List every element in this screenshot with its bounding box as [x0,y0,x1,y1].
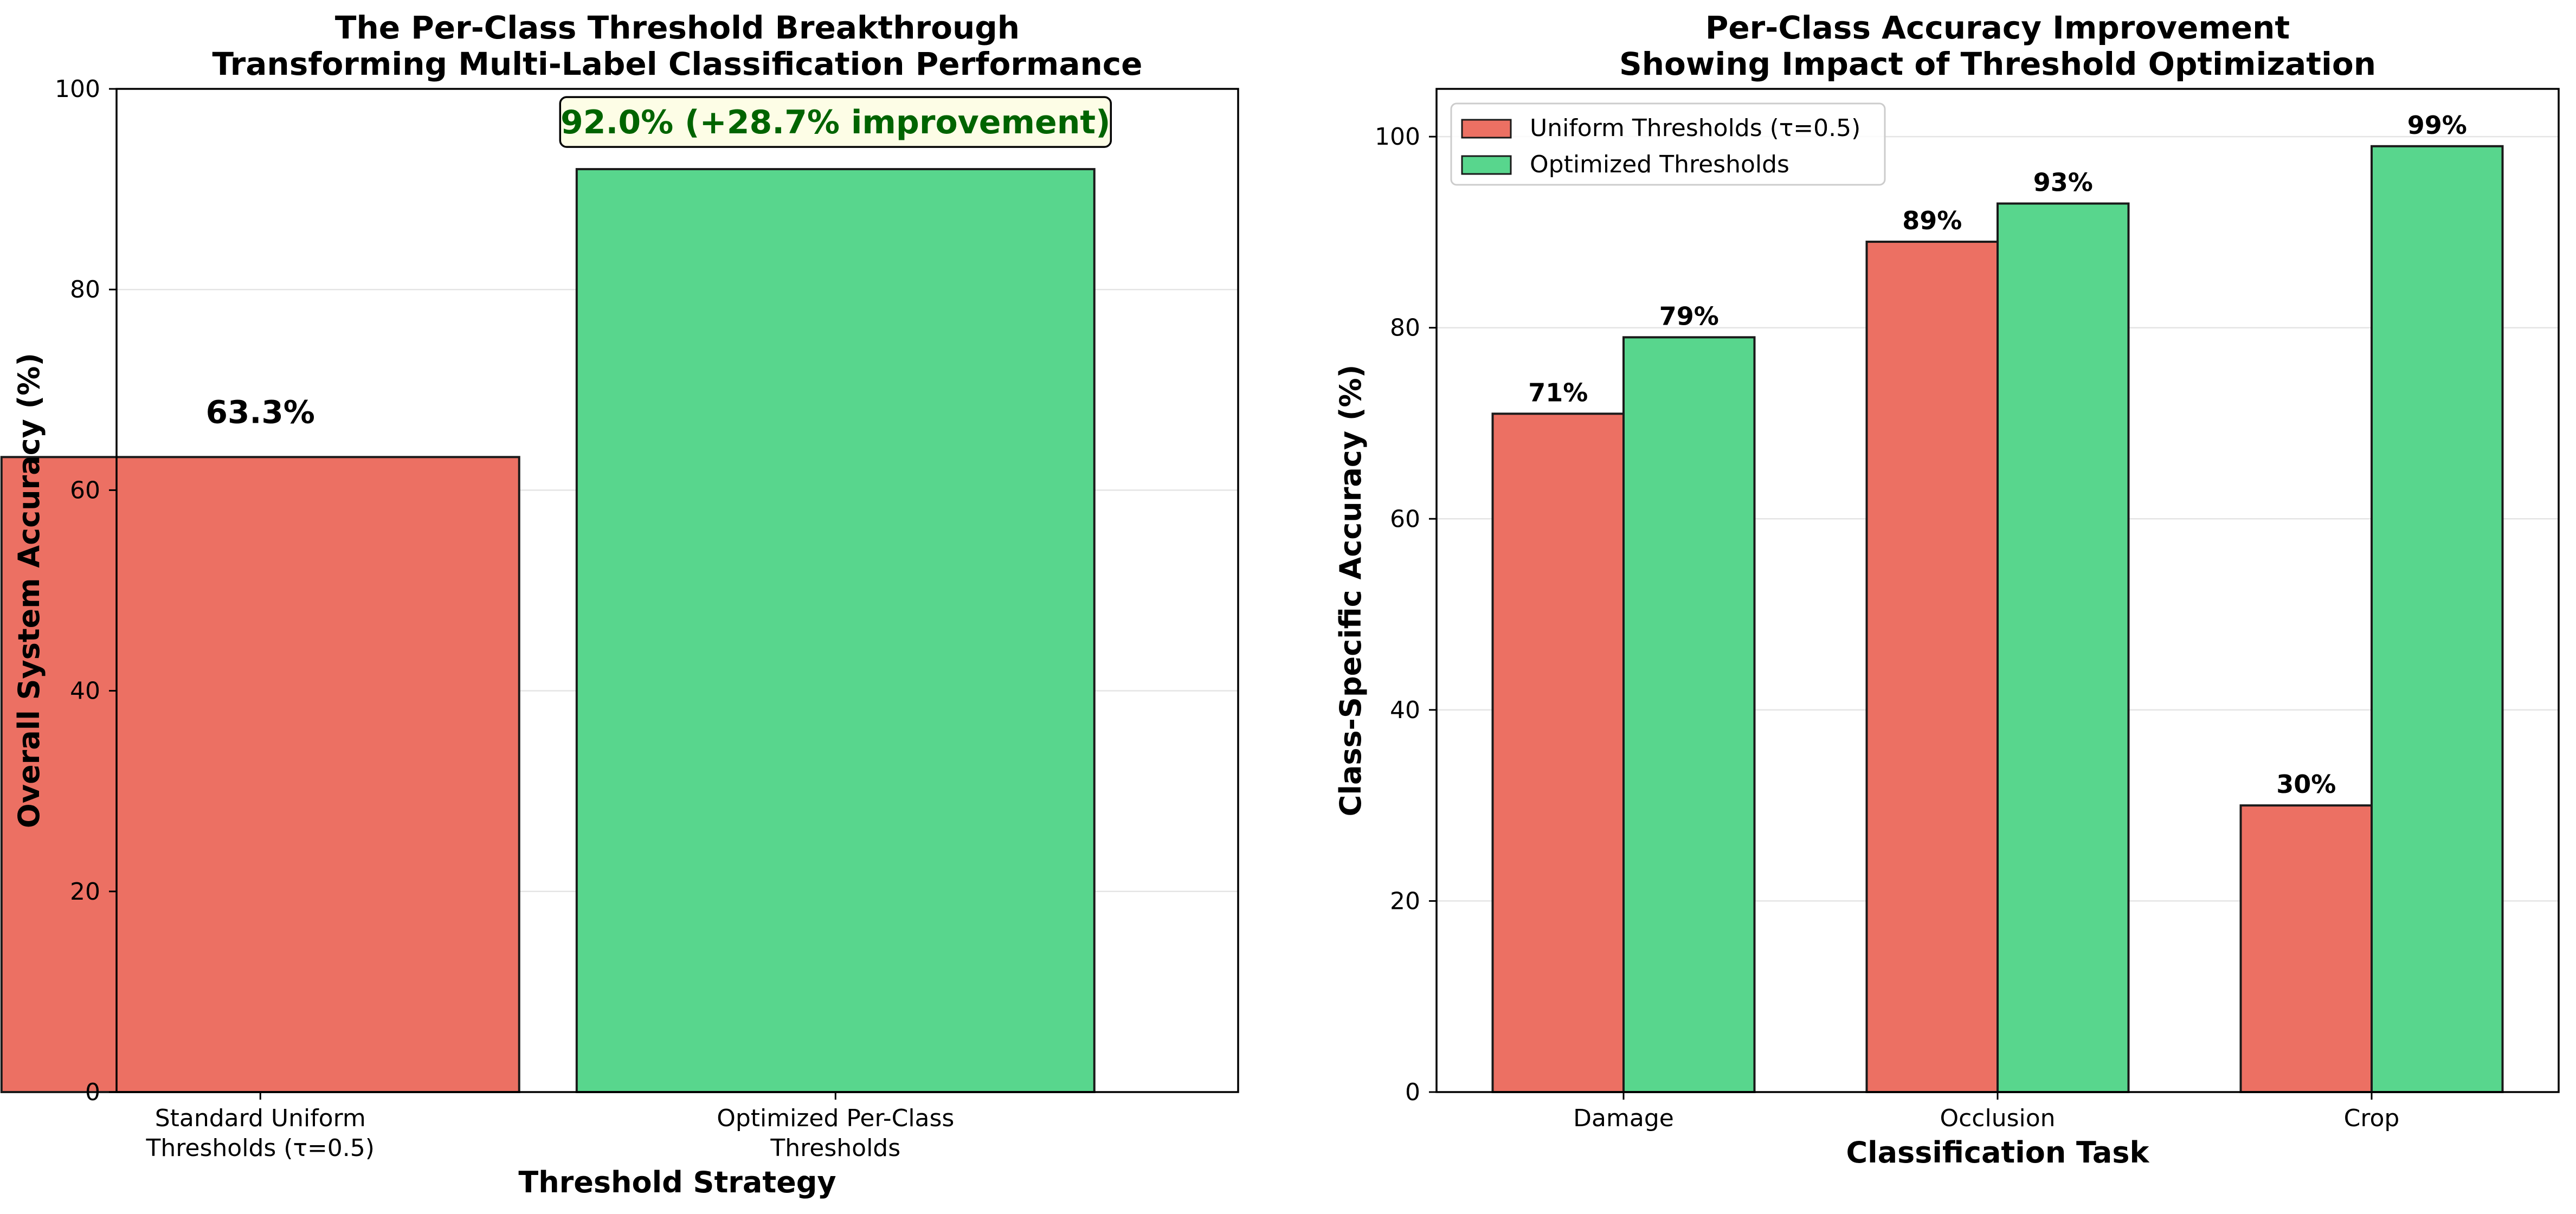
chart-title: The Per-Class Threshold Breakthrough [335,9,1020,46]
y-tick-label: 100 [1375,123,1420,151]
y-tick-label: 0 [85,1079,100,1106]
chart-title: Transforming Multi-Label Classification … [212,46,1142,82]
legend-label: Optimized Thresholds [1530,151,1789,178]
y-axis-label: Overall System Accuracy (%) [12,353,46,828]
y-axis-label: Class-Specific Accuracy (%) [1334,365,1368,817]
data-label: 63.3% [206,393,315,430]
per-class-accuracy-chart: 71% 89% 30% 79% 93% 99% 0 20 40 60 80 100 Damage Occl… [1334,9,2560,1170]
x-tick-label: Damage [1573,1105,1674,1132]
data-label: 93% [2033,168,2093,197]
y-tick-label: 60 [70,476,100,504]
data-label: 71% [1528,378,1588,407]
x-axis-label: Threshold Strategy [518,1165,836,1199]
legend-swatch [1461,155,1512,175]
legend-frame [1450,102,1886,186]
bar [1865,241,1999,1093]
x-tick-label: Crop [2344,1105,2400,1132]
axes-frame [115,88,1239,1093]
x-axis-label: Classification Task [1846,1135,2150,1170]
y-tick-label: 40 [70,677,100,705]
bar [2239,804,2373,1093]
y-tick-label: 20 [1390,887,1420,915]
data-label: 79% [1659,301,1719,331]
y-tick-label: 60 [1390,505,1420,533]
annotation-text: 92.0% (+28.7% improvement) [561,104,1110,141]
bar [1997,202,2130,1093]
data-label: 99% [2407,111,2467,140]
x-tick-label: Occlusion [1940,1105,2055,1132]
data-label: 30% [2276,770,2336,799]
x-tick-label: Thresholds (τ=0.5) [146,1134,375,1162]
x-tick-label: Standard Uniform [155,1105,366,1132]
chart-title: Showing Impact of Threshold Optimization [1619,46,2376,82]
y-tick-label: 40 [1390,696,1420,724]
y-tick-label: 100 [55,75,100,103]
y-tick-label: 20 [70,878,100,906]
legend-swatch [1461,119,1512,139]
bar [575,168,1096,1094]
y-tick-label: 0 [1405,1079,1420,1106]
legend-label: Uniform Thresholds (τ=0.5) [1530,114,1860,142]
bar [1622,336,1756,1093]
bar [1491,412,1625,1093]
data-label: 89% [1902,206,1962,235]
y-tick-label: 80 [70,276,100,304]
x-tick-label: Thresholds [770,1134,900,1162]
bar [0,456,520,1093]
y-tick-label: 80 [1390,314,1420,342]
annotation-box [559,96,1112,148]
chart-title: Per-Class Accuracy Improvement [1705,9,2290,46]
x-tick-label: Optimized Per-Class [717,1105,954,1132]
bar [2371,145,2504,1093]
